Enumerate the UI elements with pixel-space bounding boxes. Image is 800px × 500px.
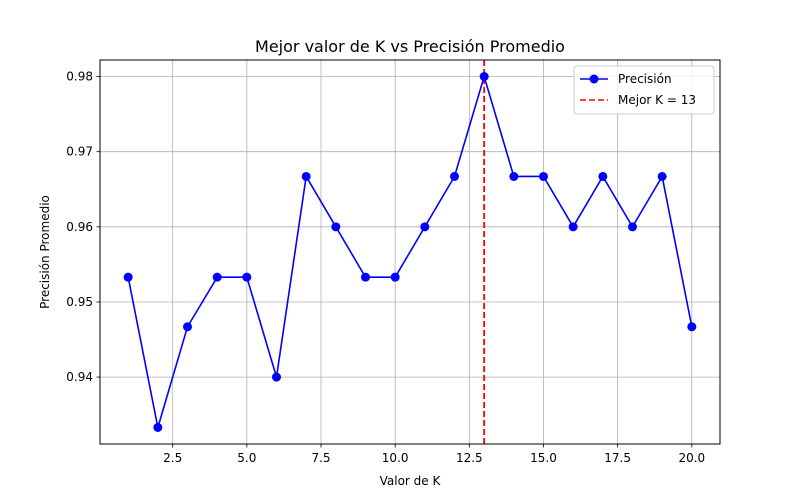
x-axis-label: Valor de K [380, 474, 442, 488]
data-point [272, 372, 282, 382]
data-point [627, 222, 637, 232]
y-tick-label: 0.94 [66, 370, 93, 384]
series-line [127, 73, 693, 428]
legend-best-k-label: Mejor K = 13 [618, 93, 696, 107]
legend-precision-label: Precisión [618, 72, 672, 86]
legend: Precisión Mejor K = 13 [573, 65, 715, 115]
data-point [449, 171, 459, 181]
x-tick-label: 2.5 [163, 451, 182, 465]
y-axis: 0.94 0.95 0.96 0.97 0.98 [66, 70, 100, 384]
data-point [390, 272, 400, 282]
data-point [183, 322, 193, 332]
data-point [598, 171, 608, 181]
data-point [509, 171, 519, 181]
x-tick-label: 12.5 [456, 451, 483, 465]
legend-precision-marker [589, 74, 599, 84]
x-tick-label: 10.0 [382, 451, 409, 465]
data-point [361, 272, 371, 282]
data-point [153, 422, 163, 432]
data-point [301, 171, 311, 181]
plot-frame [99, 59, 721, 445]
data-point [123, 272, 133, 282]
data-point [242, 272, 252, 282]
x-tick-label: 15.0 [530, 451, 557, 465]
y-tick-label: 0.97 [66, 145, 93, 159]
data-point [687, 322, 697, 332]
x-tick-label: 5.0 [237, 451, 256, 465]
data-point [568, 222, 578, 232]
y-tick-label: 0.96 [66, 220, 93, 234]
data-point [212, 272, 222, 282]
y-tick-label: 0.95 [66, 295, 93, 309]
x-tick-label: 20.0 [678, 451, 705, 465]
legend-box [573, 65, 715, 115]
grid [100, 60, 720, 444]
x-tick-label: 17.5 [604, 451, 631, 465]
data-point [331, 222, 341, 232]
data-point [420, 222, 430, 232]
data-point [538, 171, 548, 181]
data-point [479, 72, 489, 82]
data-point [657, 171, 667, 181]
chart-title: Mejor valor de K vs Precisión Promedio [255, 37, 565, 56]
y-tick-label: 0.98 [66, 70, 93, 84]
series-layer [123, 72, 697, 432]
x-axis: 2.5 5.0 7.5 10.0 12.5 15.0 17.5 20.0 [163, 444, 705, 465]
x-tick-label: 7.5 [311, 451, 330, 465]
y-axis-label: Precisión Promedio [38, 195, 52, 309]
